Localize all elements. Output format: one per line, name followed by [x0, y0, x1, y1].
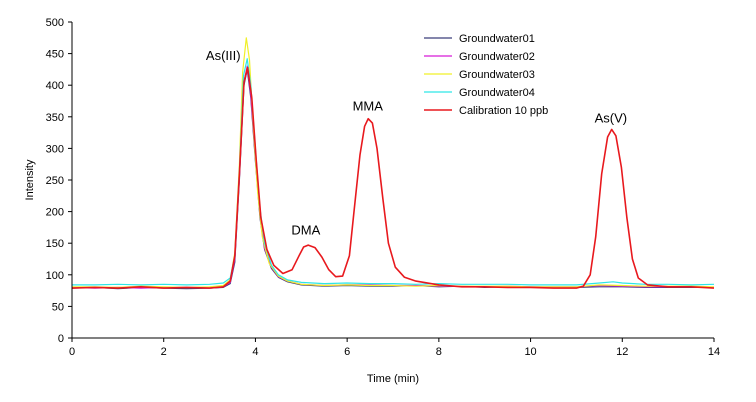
- series-layer: [71, 37, 715, 290]
- y-tick-label: 0: [58, 333, 64, 345]
- x-tick-label: 0: [69, 346, 75, 358]
- legend-label: Groundwater03: [459, 69, 535, 81]
- legend-label: Calibration 10 ppb: [459, 105, 548, 117]
- y-tick-label: 500: [46, 17, 64, 29]
- plot-area: [72, 22, 714, 338]
- y-tick-label: 300: [46, 143, 64, 155]
- y-tick-label: 450: [46, 49, 64, 61]
- y-tick-label: 150: [46, 238, 64, 250]
- plot-background: [72, 22, 714, 338]
- x-tick-label: 12: [616, 346, 628, 358]
- peak-label: DMA: [291, 222, 320, 237]
- y-tick-label: 250: [46, 175, 64, 187]
- axes-layer: 0 50 100 150 200 250 300 350 400 450 500 0 2 4 6 8 10 12 1…: [46, 17, 720, 358]
- series-line-3: [72, 37, 715, 288]
- x-axis-title: Time (min): [367, 373, 419, 385]
- legend-label: Groundwater01: [459, 33, 535, 45]
- y-axis-title: Intensity: [24, 159, 36, 200]
- y-tick-label: 350: [46, 112, 64, 124]
- x-tick-label: 2: [161, 346, 167, 358]
- y-tick-label: 400: [46, 80, 64, 92]
- y-tick-label: 200: [46, 207, 64, 219]
- series-line-5: [71, 66, 715, 289]
- x-tick-label: 10: [524, 346, 536, 358]
- x-tick-label: 4: [252, 346, 258, 358]
- peak-label: As(III): [206, 48, 241, 63]
- y-tick-label: 100: [46, 270, 64, 282]
- peak-label: MMA: [353, 99, 384, 114]
- legend-label: Groundwater02: [459, 51, 535, 63]
- x-tick-label: 8: [436, 346, 442, 358]
- peak-label: As(V): [595, 110, 628, 125]
- series-line-4: [72, 58, 715, 286]
- y-tick-label: 50: [52, 301, 64, 313]
- x-tick-label: 14: [708, 346, 720, 358]
- x-tick-label: 6: [344, 346, 350, 358]
- peak-labels: As(III) DMA MMA As(V): [206, 48, 627, 237]
- legend-label: Groundwater04: [459, 87, 535, 99]
- legend: Groundwater01 Groundwater02 Groundwater03 G…: [424, 33, 548, 117]
